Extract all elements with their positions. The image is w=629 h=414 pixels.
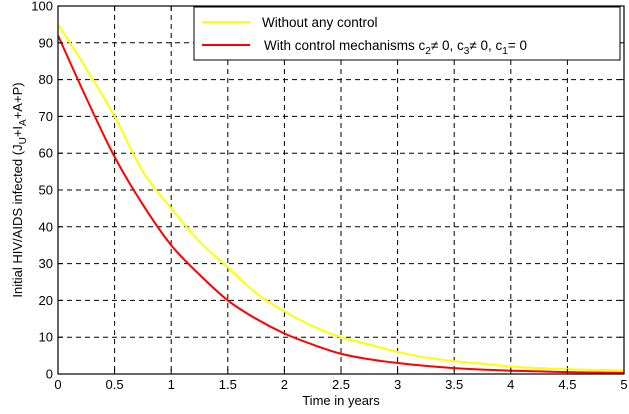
- legend: Without any control With control mechani…: [193, 6, 621, 61]
- y-tick-label: 40: [39, 219, 53, 234]
- x-tick-label: 3.5: [445, 377, 463, 392]
- y-tick-label: 60: [39, 146, 53, 161]
- legend-box: [193, 6, 621, 61]
- series-line-without-control: [57, 23, 625, 372]
- x-tick-label: 0.5: [106, 377, 124, 392]
- x-tick-label: 4: [507, 377, 514, 392]
- y-tick-label: 100: [31, 0, 53, 14]
- x-tick-label: 2.5: [332, 377, 350, 392]
- tick-layer: 0 0.5 1 1.5 2 2.5 3 3.5 4 4.5 50102030405060708090…: [31, 0, 627, 392]
- x-axis-label: Time in years: [302, 393, 380, 408]
- series-layer: [57, 23, 625, 374]
- y-axis-label: Initial HIV/AIDS infected (JU+IA+A+P): [10, 82, 29, 297]
- legend-label-without-control: Without any control: [262, 15, 378, 30]
- y-tick-label: 30: [39, 256, 53, 271]
- x-tick-label: 5: [620, 377, 627, 392]
- y-tick-label: 50: [39, 183, 53, 198]
- y-tick-label: 0: [46, 367, 53, 382]
- y-tick-label: 20: [39, 293, 53, 308]
- y-tick-label: 70: [39, 109, 53, 124]
- y-tick-label: 80: [39, 72, 53, 87]
- x-tick-label: 1.5: [219, 377, 237, 392]
- x-tick-label: 2: [281, 377, 288, 392]
- y-tick-label: 10: [39, 330, 53, 345]
- x-tick-label: 1: [168, 377, 175, 392]
- y-tick-label: 90: [39, 35, 53, 50]
- x-tick-label: 4.5: [558, 377, 576, 392]
- series-line-with-control: [57, 35, 625, 374]
- x-tick-label: 0: [54, 377, 61, 392]
- legend-label-with-control: With control mechanisms c2≠ 0, c3≠ 0, c1…: [264, 38, 527, 57]
- x-tick-label: 3: [394, 377, 401, 392]
